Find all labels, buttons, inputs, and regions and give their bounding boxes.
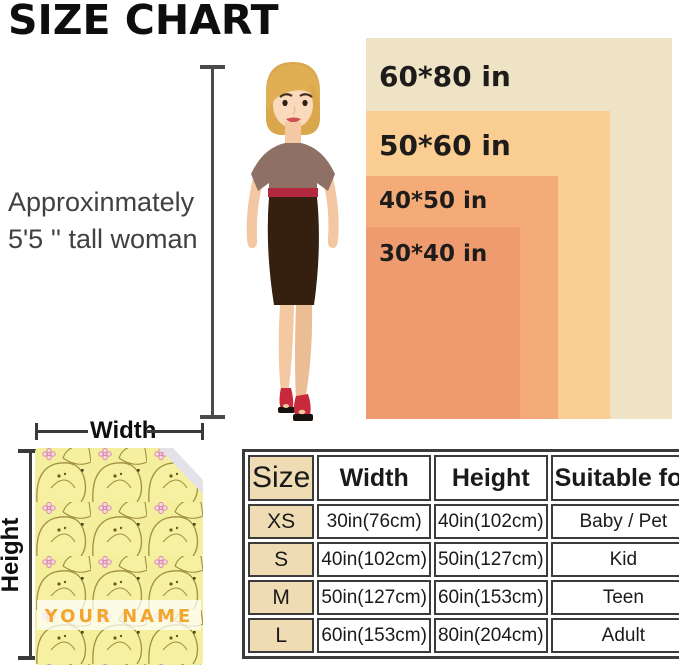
woman-lips (286, 117, 301, 123)
person-height-measure-top-cap (200, 65, 225, 69)
woman-shoe-right-sole (293, 414, 313, 421)
woman-shoe-left (279, 388, 294, 409)
woman-shoe-right (294, 394, 311, 416)
blanket-name-band (37, 600, 201, 630)
woman-illustration (246, 62, 339, 421)
width-cell: 50in(127cm) (317, 580, 431, 615)
size-table-header-size: Size (248, 455, 315, 501)
woman-hair-side (309, 84, 320, 122)
suitable-cell: Baby / Pet (550, 504, 679, 539)
woman-bangs (266, 64, 320, 112)
woman-eyebrow-left (279, 93, 293, 98)
width-cell: 60in(153cm) (317, 618, 431, 653)
woman-neck (285, 122, 301, 144)
model-height-note: Approxinmately 5'5 '' tall woman (8, 184, 218, 258)
width-cell: 40in(102cm) (317, 542, 431, 577)
suitable-cell: Teen (550, 580, 679, 615)
suitable-cell: Adult (550, 618, 679, 653)
woman-skirt (267, 197, 319, 305)
width-cell: 30in(76cm) (317, 504, 431, 539)
size-table-header-suitable-for: Suitable for (550, 455, 679, 501)
size-box-60x80-label: 60*80 in (379, 60, 511, 93)
woman-eye-right (302, 99, 308, 107)
size-cell: M (248, 580, 315, 615)
height-cell: 50in(127cm) (433, 542, 548, 577)
blanket-preview: YOUR NAME (35, 448, 203, 665)
blanket-folded-corner-shade (159, 448, 203, 494)
blanket-width-tick-right (201, 423, 204, 440)
person-height-measure-line (211, 67, 214, 417)
blanket-height-line (29, 451, 32, 659)
person-height-measure-bottom-cap (200, 415, 225, 419)
suitable-cell: Kid (550, 542, 679, 577)
size-cell: XS (248, 504, 315, 539)
woman-blouse (251, 143, 335, 191)
blanket-height-top-cap (18, 449, 43, 453)
size-box-30x40-label: 30*40 in (379, 241, 488, 267)
woman-eye-left (282, 99, 288, 107)
size-box-30x40: 30*40 in (366, 227, 520, 419)
woman-shoe-right-toe (298, 409, 306, 415)
size-cell: L (248, 618, 315, 653)
woman-leg-right (295, 305, 313, 400)
size-box-50x60-label: 50*60 in (379, 129, 511, 162)
woman-nose (292, 105, 296, 115)
woman-shoe-left-toe (283, 404, 289, 408)
size-table-row-xs: XS 30in(76cm) 40in(102cm) Baby / Pet (248, 504, 679, 539)
blanket-width-line-left (36, 430, 88, 433)
size-table-row-l: L 60in(153cm) 80in(204cm) Adult (248, 618, 679, 653)
blanket-width-label: Width (90, 417, 157, 444)
size-table-header-width: Width (317, 455, 431, 501)
woman-shoe-left-sole (278, 407, 295, 413)
height-cell: 60in(153cm) (433, 580, 548, 615)
blanket-width-line-right (147, 430, 203, 433)
size-table-row-m: M 50in(127cm) 60in(153cm) Teen (248, 580, 679, 615)
blanket-name-text: YOUR NAME (44, 606, 194, 627)
blanket-height-label: Height (0, 517, 24, 593)
size-table: Size Width Height Suitable for XS 30in(7… (242, 449, 679, 659)
model-height-note-line1: Approxinmately (8, 187, 195, 217)
blanket-width-tick-left (35, 423, 38, 440)
height-cell: 40in(102cm) (433, 504, 548, 539)
size-table-header-height: Height (433, 455, 548, 501)
woman-eyebrow-right (299, 93, 313, 98)
woman-belt (268, 188, 318, 197)
height-cell: 80in(204cm) (433, 618, 548, 653)
size-box-40x50-label: 40*50 in (379, 188, 488, 214)
blanket-height-bottom-cap (18, 656, 43, 660)
page-title: SIZE CHART (8, 0, 279, 44)
size-cell: S (248, 542, 315, 577)
woman-leg-left (278, 305, 294, 394)
blanket-fabric (35, 448, 203, 665)
size-table-row-s: S 40in(102cm) 50in(127cm) Kid (248, 542, 679, 577)
size-table-header-row: Size Width Height Suitable for (248, 455, 679, 501)
model-height-note-line2: 5'5 '' tall woman (8, 224, 198, 254)
